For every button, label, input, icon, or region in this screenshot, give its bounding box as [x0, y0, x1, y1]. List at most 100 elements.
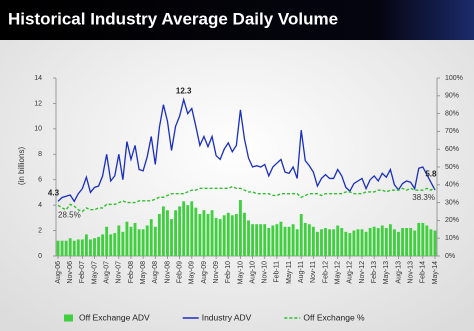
x-tick-label: May-14 — [432, 261, 439, 284]
x-tick-label: Feb-07 — [79, 261, 86, 283]
bar — [247, 220, 250, 256]
y-tick-label: 2 — [38, 227, 42, 234]
bar — [384, 228, 388, 256]
bar — [56, 240, 60, 256]
bar — [340, 228, 344, 256]
bar — [299, 214, 303, 256]
x-tick-label: Nov-09 — [213, 261, 220, 284]
y2-tick-label: 70% — [445, 128, 459, 135]
bar — [194, 207, 198, 256]
bar — [360, 229, 364, 256]
bar — [348, 233, 352, 256]
bar — [356, 229, 360, 256]
bar — [234, 214, 238, 256]
x-tick-label: Aug-08 — [152, 261, 159, 284]
bar — [178, 206, 182, 256]
dashed-line — [57, 185, 436, 213]
bar — [316, 231, 319, 256]
bar — [429, 229, 433, 256]
legend-label: Industry ADV — [202, 312, 252, 322]
bar — [89, 239, 92, 256]
bar — [393, 229, 396, 256]
bar — [291, 224, 295, 256]
x-tick-label: Nov-12 — [359, 261, 366, 284]
bar — [336, 225, 340, 256]
bar — [388, 224, 392, 256]
bar — [401, 228, 404, 256]
bar — [263, 224, 267, 256]
y-tick-label: 0 — [38, 253, 42, 260]
bar — [243, 212, 246, 256]
bar — [206, 214, 210, 256]
bar — [283, 226, 287, 256]
bar — [68, 238, 72, 256]
bar — [226, 212, 230, 256]
bar — [275, 224, 279, 256]
bar — [166, 210, 169, 256]
bar — [311, 226, 315, 256]
bar — [145, 225, 149, 256]
bar — [413, 230, 417, 256]
y2-tick-label: 80% — [445, 110, 459, 117]
line — [57, 97, 436, 203]
bar — [320, 229, 323, 256]
y2-tick-label: 90% — [445, 93, 459, 100]
bar — [344, 231, 348, 256]
x-tick-label: Aug-06 — [55, 261, 62, 284]
bar — [157, 214, 161, 256]
y-tick-label: 14 — [34, 75, 42, 82]
x-tick-label: Aug-07 — [104, 261, 111, 284]
bar — [409, 228, 413, 256]
bar — [105, 226, 109, 256]
bar — [60, 240, 64, 256]
x-tick-label: Feb-10 — [225, 261, 232, 283]
bar — [72, 240, 76, 256]
bar — [186, 205, 190, 256]
bar — [255, 224, 259, 256]
legend-swatch — [64, 314, 73, 322]
y2-tick-label: 10% — [445, 235, 459, 242]
bar — [121, 231, 125, 256]
bar — [113, 233, 117, 256]
bar — [303, 222, 307, 256]
y-tick-label: 10 — [34, 126, 42, 133]
bar — [324, 228, 327, 256]
x-tick-label: May-11 — [286, 261, 293, 284]
bar — [218, 219, 222, 256]
bar — [279, 221, 283, 256]
x-tick-label: Feb-11 — [274, 261, 281, 283]
legend-label: Off Exchange ADV — [79, 312, 150, 322]
bar — [230, 215, 234, 256]
x-tick-label: Aug-10 — [249, 261, 256, 284]
bar — [137, 229, 141, 256]
bar — [64, 240, 68, 256]
x-tick-label: May-12 — [335, 261, 342, 284]
bar — [149, 219, 153, 256]
bar — [368, 228, 372, 256]
legend-label: Off Exchange % — [303, 312, 365, 322]
y-tick-label: 12 — [34, 100, 42, 107]
data-label: 4.3 — [48, 188, 60, 197]
bar — [161, 206, 165, 256]
bar — [80, 239, 84, 256]
y2-tick-label: 100% — [445, 75, 463, 82]
bar — [125, 221, 129, 256]
y-axis-label: (in billions) — [17, 147, 26, 186]
x-tick-label: May-07 — [91, 261, 98, 284]
bar — [129, 226, 133, 256]
x-tick-label: Feb-08 — [128, 261, 135, 283]
y2-tick-label: 30% — [445, 199, 459, 206]
y2-tick-label: 20% — [445, 217, 459, 224]
bar — [222, 215, 226, 256]
x-tick-label: Nov-08 — [164, 261, 171, 284]
x-tick-label: Feb-14 — [420, 261, 427, 283]
x-tick-label: Aug-12 — [347, 261, 354, 284]
bar — [101, 234, 105, 256]
bar — [380, 225, 384, 256]
data-label: 5.8 — [425, 169, 437, 178]
y-tick-label: 8 — [38, 151, 42, 158]
bar — [210, 210, 214, 256]
bar — [405, 228, 409, 256]
bar — [239, 200, 242, 256]
